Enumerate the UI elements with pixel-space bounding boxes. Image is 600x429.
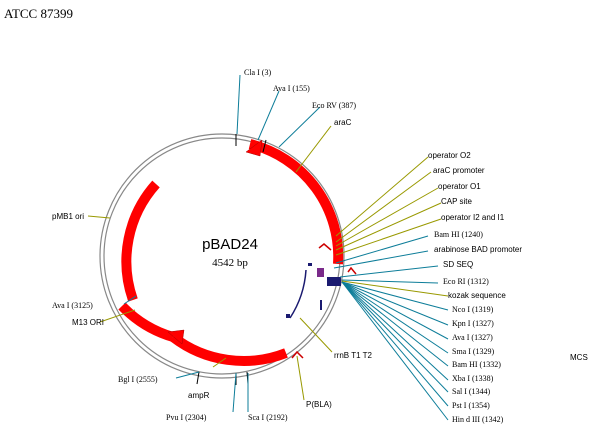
leader-bamhi1240 — [335, 235, 429, 264]
label-o2: operator O2 — [428, 151, 471, 160]
label-ecorv: Eco RV (387) — [312, 101, 356, 110]
leader-ava1327 — [341, 281, 449, 340]
strain-title: ATCC 87399 — [4, 6, 73, 21]
leader-ampr — [212, 357, 227, 368]
label-cap: CAP site — [441, 197, 473, 206]
leader-xba — [341, 281, 449, 381]
label-kpn: Kpn I (1327) — [452, 319, 494, 328]
leader-rrnb — [299, 317, 333, 353]
label-i2i1: operator I2 and I1 — [441, 213, 505, 222]
label-nco: Nco I (1319) — [452, 305, 494, 314]
label-pst: Pst I (1354) — [452, 401, 490, 410]
label-hind: Hin d III (1342) — [452, 415, 504, 424]
backbone-outer — [99, 133, 345, 379]
label-pbla: P(BLA) — [306, 400, 332, 409]
leader-arabad — [333, 250, 429, 269]
label-bgl: Bgl I (2555) — [118, 375, 158, 384]
label-bamhi1332: Bam HI (1332) — [452, 360, 501, 369]
label-ava1327: Ava I (1327) — [452, 333, 493, 342]
tick-ava155 — [262, 139, 267, 153]
leader-ava155 — [257, 90, 280, 141]
leader-pst — [341, 281, 449, 407]
mcs-tick-left — [320, 300, 322, 310]
leader-sal — [341, 281, 449, 393]
bad-promoter-glyph — [347, 266, 357, 275]
leader-ava3125 — [123, 295, 137, 305]
leader-sdseq — [339, 265, 439, 278]
leader-i2i1 — [335, 218, 442, 256]
arac-promoter-glyph — [318, 243, 332, 251]
leader-hind — [341, 281, 449, 421]
leader-bamhi1332 — [341, 281, 449, 367]
label-ecori: Eco RI (1312) — [443, 277, 489, 286]
leader-m13 — [99, 309, 136, 323]
ampr-gene-arc — [169, 332, 288, 366]
plasmid-size: 4542 bp — [212, 257, 248, 269]
label-sal: Sal I (1344) — [452, 387, 491, 396]
label-kozak: kozak sequence — [448, 291, 506, 300]
rrnb-tick — [286, 314, 290, 318]
label-m13: M13 ORI — [72, 318, 104, 327]
operator-mark — [308, 263, 312, 266]
label-bamhi1240: Bam HI (1240) — [434, 230, 483, 239]
leader-pbla — [296, 355, 305, 401]
leader-o1 — [335, 187, 439, 247]
label-ava155: Ava I (155) — [273, 84, 310, 93]
label-pmb1: pMB1 ori — [52, 212, 84, 221]
leader-sma — [341, 281, 449, 354]
plasmid-name: pBAD24 — [202, 236, 258, 253]
leader-o2 — [335, 156, 429, 237]
leader-pvu — [232, 372, 237, 413]
label-arac-promoter: araC promoter — [433, 166, 485, 175]
leader-pmb1 — [87, 215, 111, 219]
label-sdseq: SD SEQ — [443, 260, 473, 269]
label-mcs: MCS — [570, 353, 588, 362]
label-ampr: ampR — [188, 391, 210, 400]
label-cla: Cla I (3) — [244, 68, 271, 77]
promoter-block — [317, 268, 324, 277]
rrnb-terminator-arc — [289, 269, 307, 319]
leader-cap — [335, 202, 442, 251]
label-xba: Xba I (1338) — [452, 374, 494, 383]
label-o1: operator O1 — [438, 182, 481, 191]
leader-kozak — [341, 280, 449, 297]
leader-arac — [295, 125, 332, 173]
label-ava3125: Ava I (3125) — [52, 301, 93, 310]
arac-gene-arc — [248, 139, 344, 265]
label-sma: Sma I (1329) — [452, 347, 495, 356]
label-sca: Sca I (2192) — [248, 413, 288, 422]
label-rrnb: rrnB T1 T2 — [334, 351, 372, 360]
arac-arrow-head — [245, 139, 263, 157]
mcs-block — [327, 277, 341, 286]
pbla-promoter-glyph — [291, 350, 304, 359]
tick-bgl — [196, 371, 200, 385]
leader-nco — [341, 281, 449, 311]
leader-kpn — [341, 281, 449, 326]
label-pvu: Pvu I (2304) — [166, 413, 207, 422]
pmb1-ori-arc — [121, 180, 160, 302]
label-arac: araC — [334, 118, 352, 127]
leader-ecorv — [278, 106, 321, 148]
ampr-arrow-head — [167, 329, 185, 345]
label-arabad: arabinose BAD promoter — [434, 245, 522, 254]
leader-bgl — [175, 371, 200, 379]
leader-arac-promoter — [335, 171, 432, 243]
leader-cla — [236, 74, 241, 135]
m13-ori-arc — [118, 302, 175, 342]
leader-ecori — [341, 279, 439, 284]
